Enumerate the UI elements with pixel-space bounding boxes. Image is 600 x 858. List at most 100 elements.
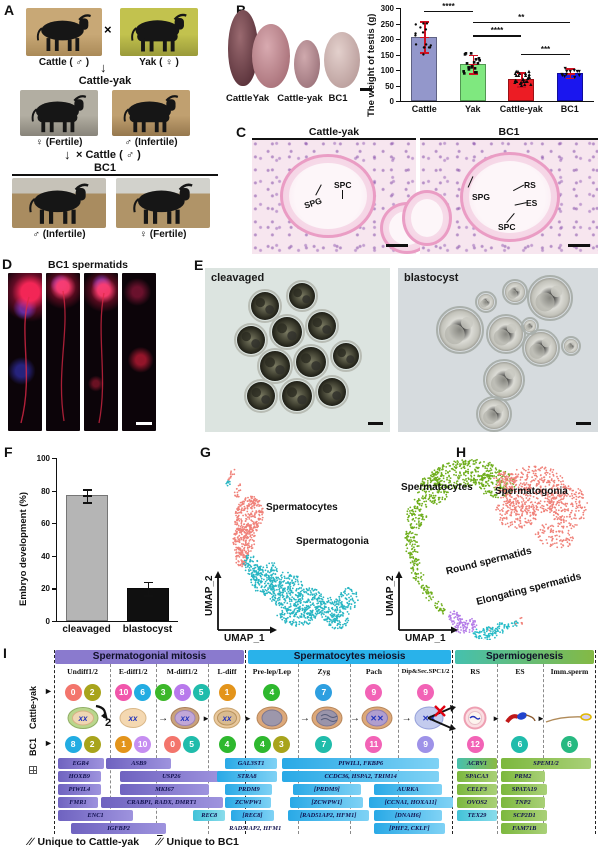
cattle-silhouette [131, 13, 187, 52]
scatter-point: ■ [474, 69, 479, 76]
stage-arrow: ► [536, 713, 545, 723]
stage-column-header: L-diff [217, 667, 237, 676]
error-cap-mid [517, 79, 527, 81]
gene-bar: STRA8 [217, 771, 277, 782]
scatter-point: ● [413, 32, 418, 39]
svg-text:xx: xx [222, 714, 232, 723]
column-separator [542, 664, 544, 834]
bc1-counts-cell: 11 [350, 732, 398, 756]
self-renewal-number: 2 [105, 717, 111, 728]
histology-scale-bar [568, 243, 590, 247]
f2-male-caption: ♂ (Infertile) [32, 229, 86, 240]
error-cap-bottom [565, 77, 575, 80]
scatter-point: ▲ [516, 70, 523, 77]
bc1-divider-line [12, 174, 218, 176]
scatter-point: ■ [463, 51, 467, 58]
testis-label-cattle: Cattle [226, 93, 253, 104]
svg-text:xx: xx [180, 714, 190, 723]
meiosis-branch [427, 704, 457, 732]
row-label-bc1: BC1 [28, 738, 38, 757]
svg-text:xx: xx [128, 714, 138, 723]
y-tick [52, 490, 56, 492]
scatter-point: ▲ [522, 73, 529, 79]
panel-g-label: G [200, 444, 211, 460]
x-category-label: blastocyst [122, 624, 173, 635]
column-separator [244, 650, 246, 834]
gene-bar: AURKA [374, 784, 442, 795]
column-separator [297, 664, 299, 834]
x-category-label: BC1 [560, 104, 579, 114]
cluster-count-circle: 4 [253, 735, 271, 753]
error-cap-bottom [468, 73, 478, 75]
blocked-x-icon [434, 705, 447, 717]
scatter-point: ▲ [515, 73, 522, 80]
testis-label-bc1: BC1 [328, 93, 348, 104]
column-separator [110, 664, 112, 834]
cattle-yak-counts-cell [453, 680, 497, 704]
cluster-count-circle: 2 [83, 683, 101, 701]
scatter-point: ▼ [572, 75, 578, 82]
testis-label-cattle-yak: Cattle-yak [277, 93, 323, 104]
gene-row-0: EGR4 ASB9 GAL3ST1 PIWIL1, FKBP6 ACRV1 SPEM1/2 [55, 757, 596, 770]
cattle-sire-caption: Cattle ( ♂ ) [38, 57, 90, 68]
scatter-point: ▲ [520, 78, 527, 85]
scatter-point: ▲ [520, 77, 526, 84]
yak-dam-caption: Yak ( ♀ ) [139, 57, 179, 68]
bc1-counts-cell: 1 10 [110, 732, 156, 756]
error-cap-top [517, 72, 527, 75]
y-tick-label: 300 [380, 4, 394, 13]
umap2-axis-label: UMAP_2 [385, 575, 396, 616]
f1-male-caption: ♂ (Infertile) [124, 137, 178, 148]
stage-arrow: → [401, 712, 412, 724]
embryo-micrograph [436, 275, 581, 432]
gene-bar: SPACA3 [456, 771, 497, 782]
panel-h-label: H [456, 444, 467, 460]
cluster-count-circle: 9 [417, 735, 435, 753]
self-renewal-arrow: 2 [92, 702, 112, 729]
backcross-arrow: ↓ [64, 147, 71, 162]
error-cap-mid [565, 73, 575, 75]
y-tick [52, 458, 56, 460]
stage-cell-sgA: xx [66, 704, 100, 732]
gene-bar: [CCNA1, HOXA11] [368, 797, 453, 808]
scatter-point: ▲ [523, 79, 529, 86]
cluster-count-circle: 6 [511, 735, 529, 753]
cluster-count-circle: 7 [315, 683, 333, 701]
x-axis [56, 621, 178, 623]
y-tick [52, 555, 56, 557]
cluster-count-circle: 5 [192, 683, 210, 701]
cluster-count-circle: 8 [173, 683, 191, 701]
scatter-point: ■ [467, 67, 471, 73]
y-tick [396, 54, 400, 56]
y-tick-label: 0 [45, 617, 50, 626]
cross-symbol: × [104, 22, 112, 37]
cluster-count-circle: 10 [115, 683, 133, 701]
gene-bar: ZCWPW1 [225, 797, 272, 808]
gene-bar: [PHF2, CKLF] [374, 823, 445, 834]
cattle-sire-photo [26, 8, 102, 56]
cluster-count-circle: 4 [218, 735, 236, 753]
svg-text:✕✕: ✕✕ [370, 714, 383, 723]
gene-bar: OVOS2 [456, 797, 497, 808]
y-tick [396, 23, 400, 25]
annotation-line [342, 190, 344, 199]
scatter-point: ▼ [564, 69, 570, 76]
testis-weight-chart: 0 50 100 150 200 250 300 The weight of testis (… [364, 2, 598, 117]
scatter-point: ▼ [567, 68, 573, 75]
y-tick-label: 20 [41, 584, 50, 594]
stage-column-header: Pre-lep/Lep [252, 667, 292, 676]
gene-bar: TEX29 [456, 810, 497, 821]
stage-cell-sgC: → xx ► [158, 704, 210, 732]
scatter-point: ● [422, 45, 427, 52]
gene-bar: [RAD51AP2, HFM1] [287, 810, 369, 821]
scatter-point: ▲ [513, 68, 519, 75]
gene-bar: [ZCWPW1] [290, 797, 364, 808]
gene-bar: ASB9 [106, 758, 172, 769]
backcross-label: × Cattle ( ♂ ) [76, 149, 141, 161]
spermatid-fluorescence-3 [84, 273, 118, 431]
scatter-point: ▲ [526, 71, 532, 78]
scatter-point: ▲ [525, 75, 531, 82]
scatter-point: ▲ [512, 77, 519, 84]
